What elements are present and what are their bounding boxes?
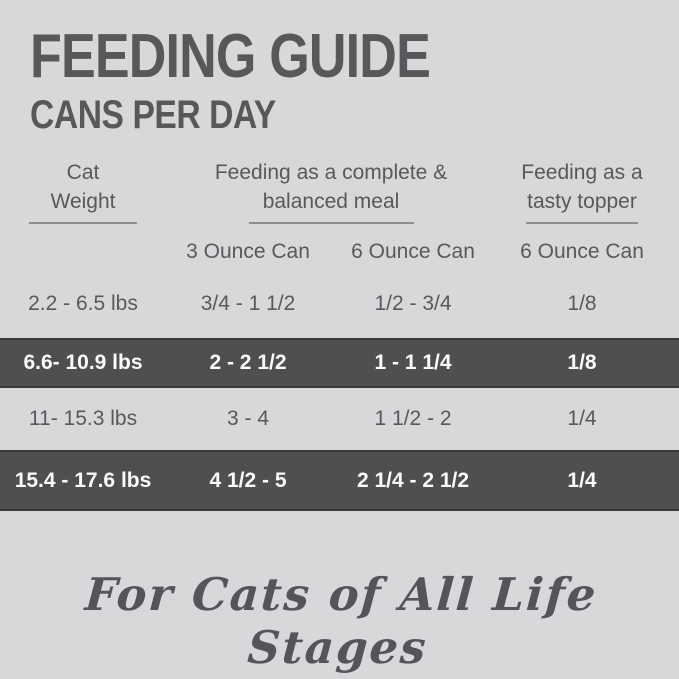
cell-topper-6oz: 1/8 (567, 292, 597, 315)
header-group-complete-meal: Feeding as a complete & balanced meal (166, 158, 496, 224)
cell-meal-6oz: 1 1/2 - 2 (374, 407, 452, 430)
page-subtitle: CANS PER DAY (30, 93, 276, 137)
cell-cat-weight: 15.4 - 17.6 lbs (14, 468, 152, 492)
cell-topper-6oz: 1/4 (567, 468, 597, 492)
header-group-label: tasty topper (527, 190, 637, 213)
header-group-tasty-topper: Feeding as a tasty topper (496, 158, 668, 224)
cell-meal-6oz: 1 - 1 1/4 (374, 351, 452, 374)
header-underline (526, 222, 638, 224)
cell-meal-3oz: 3 - 4 (226, 407, 270, 430)
header-group-cat-weight: Cat Weight (0, 158, 166, 224)
header-underline (29, 222, 137, 224)
sub-header-empty (0, 240, 166, 264)
table-row: 2.2 - 6.5 lbs 3/4 - 1 1/2 1/2 - 3/4 1/8 (0, 270, 679, 338)
table-row-highlighted: 15.4 - 17.6 lbs 4 1/2 - 5 2 1/4 - 2 1/2 … (0, 450, 679, 511)
cell-meal-3oz: 2 - 2 1/2 (209, 351, 287, 374)
cell-meal-3oz: 3/4 - 1 1/2 (200, 292, 296, 315)
sub-header-6oz-can-topper: 6 Ounce Can (520, 240, 644, 263)
cell-meal-6oz: 2 1/4 - 2 1/2 (356, 468, 470, 492)
sub-header-6oz-can-meal: 6 Ounce Can (351, 240, 475, 263)
title-block: FEEDING GUIDE CANS PER DAY (30, 22, 506, 137)
cell-cat-weight: 2.2 - 6.5 lbs (28, 292, 138, 315)
header-group-label: Feeding as a (521, 161, 643, 184)
header-group-label: balanced meal (262, 190, 400, 213)
header-group-label: Weight (50, 190, 116, 213)
table-row-highlighted: 6.6- 10.9 lbs 2 - 2 1/2 1 - 1 1/4 1/8 (0, 338, 679, 388)
cell-topper-6oz: 1/4 (567, 407, 597, 430)
sub-header-3oz-can: 3 Ounce Can (186, 240, 310, 263)
cell-cat-weight: 6.6- 10.9 lbs (23, 351, 143, 374)
table-row: 11- 15.3 lbs 3 - 4 1 1/2 - 2 1/4 (0, 388, 679, 450)
tagline-all-life-stages: For Cats of All Life Stages (83, 568, 600, 674)
page-title: FEEDING GUIDE (30, 22, 431, 91)
table-header: Cat Weight Feeding as a complete & balan… (0, 158, 668, 264)
cell-cat-weight: 11- 15.3 lbs (28, 407, 138, 430)
sub-header-row: 3 Ounce Can 6 Ounce Can 6 Ounce Can (0, 240, 668, 264)
header-group-row: Cat Weight Feeding as a complete & balan… (0, 158, 668, 224)
header-group-label: Cat (66, 161, 100, 184)
cell-meal-3oz: 4 1/2 - 5 (209, 468, 287, 492)
header-group-label: Feeding as a complete & (214, 161, 448, 184)
table-body: 2.2 - 6.5 lbs 3/4 - 1 1/2 1/2 - 3/4 1/8 … (0, 270, 679, 511)
header-underline (248, 222, 414, 224)
cell-topper-6oz: 1/8 (567, 351, 597, 374)
cell-meal-6oz: 1/2 - 3/4 (374, 292, 452, 315)
